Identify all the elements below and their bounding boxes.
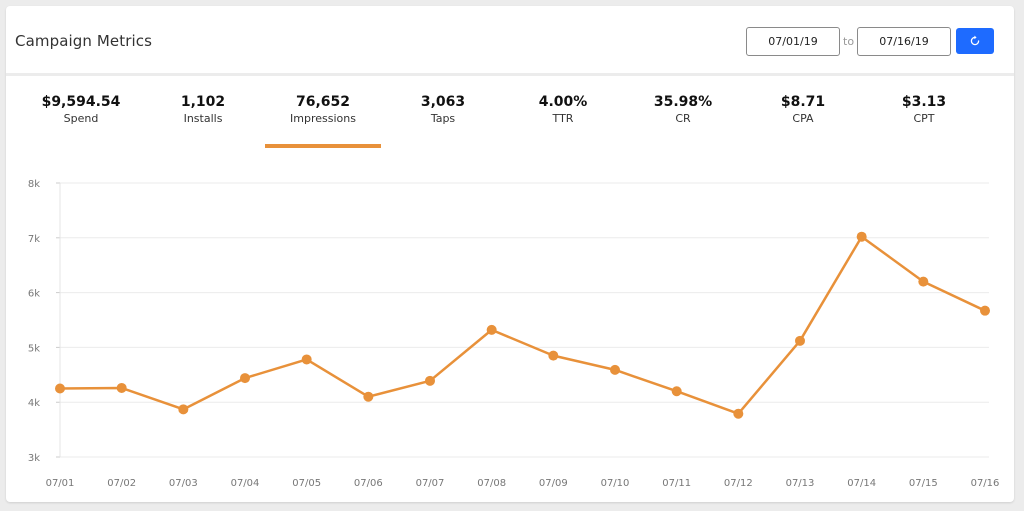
- metric-tab-ttr[interactable]: 4.00% TTR: [504, 79, 622, 159]
- data-point: [178, 404, 189, 415]
- start-date-input[interactable]: [746, 27, 840, 56]
- x-tick-label: 07/05: [292, 478, 321, 489]
- impressions-line-chart: 3k 4k 5k 6k 7k 8k 07/01 07/02 07/03 07/04 07/05 07/…: [28, 179, 1000, 489]
- y-tick-label: 6k: [28, 289, 40, 300]
- metric-tab-taps[interactable]: 3,063 Taps: [384, 79, 502, 159]
- impressions-series-line: [59, 235, 986, 415]
- metric-label: Taps: [430, 112, 456, 125]
- data-point: [363, 391, 374, 402]
- x-tick-label: 07/11: [662, 478, 691, 489]
- metric-tab-spend[interactable]: $9,594.54 Spend: [22, 79, 140, 159]
- x-tick-label: 07/02: [107, 478, 136, 489]
- x-tick-label: 07/12: [724, 478, 753, 489]
- x-tick-label: 07/16: [971, 478, 1000, 489]
- page-title: Campaign Metrics: [15, 32, 153, 50]
- data-point: [240, 373, 250, 384]
- y-tick-label: 4k: [28, 398, 40, 409]
- x-tick-label: 07/08: [477, 478, 506, 489]
- data-point: [425, 375, 435, 386]
- data-point: [116, 382, 127, 393]
- metric-tab-impressions[interactable]: 76,652 Impressions: [264, 79, 382, 159]
- metric-tab-installs[interactable]: 1,102 Installs: [144, 79, 262, 159]
- metric-value: 3,063: [420, 94, 466, 110]
- x-tick-label: 07/07: [416, 478, 445, 489]
- data-point: [733, 408, 744, 419]
- x-tick-label: 07/09: [539, 478, 568, 489]
- y-tick-label: 8k: [28, 179, 40, 190]
- metric-value: $8.71: [780, 94, 826, 110]
- data-point: [671, 386, 682, 397]
- metric-label: TTR: [552, 112, 574, 125]
- metric-value: 4.00%: [538, 94, 588, 110]
- metric-label: Spend: [63, 112, 99, 125]
- metric-value: 35.98%: [653, 94, 713, 110]
- metric-value: 76,652: [295, 94, 351, 110]
- campaign-metrics-card: Campaign Metrics to $9,594.54 Spend 1,10…: [6, 6, 1014, 502]
- refresh-icon: [970, 35, 980, 46]
- metric-label: CPA: [792, 112, 814, 125]
- metric-tab-cpt[interactable]: $3.13 CPT: [865, 79, 983, 159]
- x-tick-label: 07/01: [46, 478, 75, 489]
- metric-tab-cr[interactable]: 35.98% CR: [624, 79, 742, 159]
- data-point: [918, 276, 929, 287]
- y-tick-label: 3k: [28, 453, 40, 464]
- y-tick-label: 5k: [28, 343, 40, 354]
- data-point: [55, 383, 65, 394]
- metric-label: CR: [675, 112, 691, 125]
- x-tick-label: 07/14: [847, 478, 876, 489]
- data-point: [548, 350, 559, 361]
- metric-label: CPT: [913, 112, 935, 125]
- data-point: [486, 324, 497, 335]
- end-date-input[interactable]: [857, 27, 951, 56]
- data-point: [301, 354, 312, 365]
- metrics-tabs: $9,594.54 Spend 1,102 Installs 76,652 Im…: [6, 79, 1014, 159]
- x-tick-label: 07/06: [354, 478, 383, 489]
- x-tick-label: 07/13: [786, 478, 815, 489]
- metric-value: $3.13: [901, 94, 947, 110]
- data-point: [610, 364, 620, 375]
- x-tick-label: 07/15: [909, 478, 938, 489]
- x-tick-label: 07/04: [231, 478, 260, 489]
- metric-tab-cpa[interactable]: $8.71 CPA: [744, 79, 862, 159]
- card-header: Campaign Metrics to: [6, 6, 1014, 76]
- data-point: [980, 305, 990, 316]
- y-tick-label: 7k: [28, 234, 40, 245]
- date-range-separator: to: [843, 35, 855, 48]
- x-tick-label: 07/10: [601, 478, 630, 489]
- x-tick-label: 07/03: [169, 478, 198, 489]
- refresh-button[interactable]: [956, 28, 994, 54]
- metric-label: Impressions: [290, 112, 356, 125]
- data-point: [795, 335, 805, 346]
- active-tab-indicator: [265, 144, 381, 148]
- metric-value: $9,594.54: [41, 94, 121, 110]
- metric-value: 1,102: [180, 94, 226, 110]
- data-point: [856, 231, 867, 242]
- metric-label: Installs: [183, 112, 223, 125]
